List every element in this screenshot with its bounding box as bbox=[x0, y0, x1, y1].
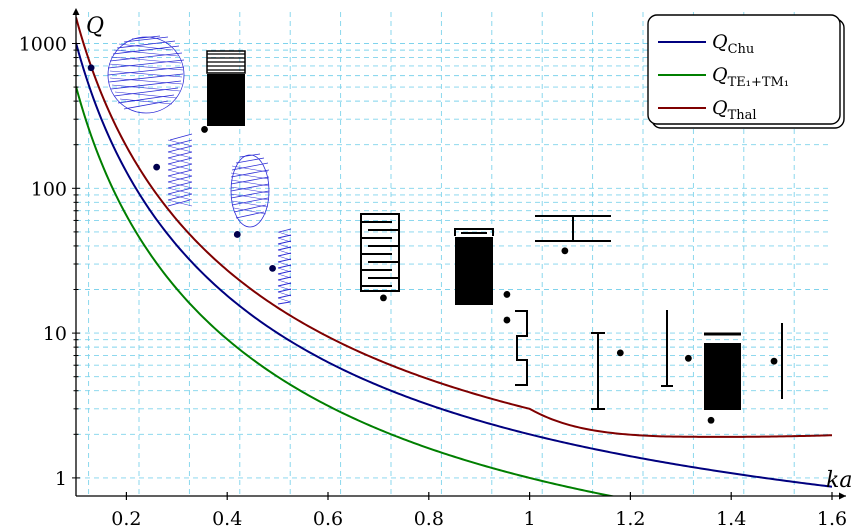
antenna-point-9 bbox=[561, 247, 569, 255]
planar-meander-antenna-icon bbox=[360, 213, 400, 292]
legend-label-2: QTE₁+TM₁ bbox=[712, 64, 789, 90]
antenna-point-10 bbox=[616, 349, 624, 357]
x-tick-label: 0.6 bbox=[313, 508, 343, 530]
folded-meander-antenna-icon bbox=[206, 50, 246, 126]
antenna-point-12 bbox=[707, 416, 715, 424]
short-dipole-1-icon bbox=[591, 332, 605, 410]
antenna-point-13 bbox=[770, 357, 778, 365]
antenna-illustrations bbox=[107, 35, 783, 410]
spherical-helix-antenna-icon bbox=[107, 35, 185, 114]
x-tick-label: 1.2 bbox=[615, 508, 645, 530]
series-line-1 bbox=[76, 42, 832, 488]
y-tick-label: 1000 bbox=[19, 33, 67, 55]
curves-group bbox=[76, 17, 832, 496]
x-tick-label: 0.2 bbox=[111, 508, 141, 530]
y-axis-label: Q bbox=[86, 14, 104, 39]
x-tick-label: 1.4 bbox=[716, 508, 746, 530]
legend-label-3: QThal bbox=[712, 97, 757, 123]
x-tick-label: 0.4 bbox=[212, 508, 242, 530]
helix-antenna-1-icon bbox=[167, 133, 193, 207]
antenna-point-5 bbox=[269, 264, 276, 272]
top-loaded-dipole-antenna-icon bbox=[535, 215, 611, 242]
tick-marks bbox=[72, 42, 833, 500]
tick-labels: 0.2 0.4 0.6 0.8 1 1.2 1.4 1.6 1 10 100 1000 bbox=[19, 33, 847, 530]
antenna-point-6 bbox=[380, 294, 387, 302]
legend-label-1: QChu bbox=[712, 31, 754, 57]
legend: QChu QTE₁+TM₁ QThal bbox=[647, 14, 845, 129]
y-tick-label: 1 bbox=[55, 468, 67, 490]
series-line-2 bbox=[76, 86, 616, 496]
antenna-point-4 bbox=[233, 231, 241, 238]
y-axis-arrow-icon bbox=[72, 8, 80, 15]
series-line-3 bbox=[76, 17, 832, 438]
y-tick-label: 10 bbox=[43, 323, 67, 345]
x-axis-label: ka bbox=[826, 468, 852, 493]
y-tick-label: 100 bbox=[31, 178, 67, 200]
antenna-point-7 bbox=[503, 291, 511, 298]
x-tick-label: 0.8 bbox=[414, 508, 444, 530]
short-dipole-2-icon bbox=[661, 310, 673, 387]
ellipsoidal-helix-antenna-icon bbox=[230, 153, 270, 228]
helix-antenna-2-icon bbox=[277, 228, 292, 305]
axes bbox=[72, 8, 846, 500]
x-tick-label: 1 bbox=[524, 508, 536, 530]
antenna-point-8 bbox=[503, 316, 511, 324]
block-dipole-antenna-icon bbox=[704, 332, 741, 410]
antenna-point-3 bbox=[201, 126, 208, 133]
antenna-point-2 bbox=[153, 163, 161, 171]
x-axis-arrow-icon bbox=[839, 492, 846, 500]
bent-dipole-antenna-icon bbox=[515, 310, 528, 386]
antenna-point-11 bbox=[684, 354, 692, 362]
antenna-point-1 bbox=[87, 64, 95, 72]
folded-block-antenna-icon bbox=[454, 228, 494, 305]
antenna-points-group bbox=[87, 64, 778, 424]
x-tick-label: 1.6 bbox=[817, 508, 847, 530]
